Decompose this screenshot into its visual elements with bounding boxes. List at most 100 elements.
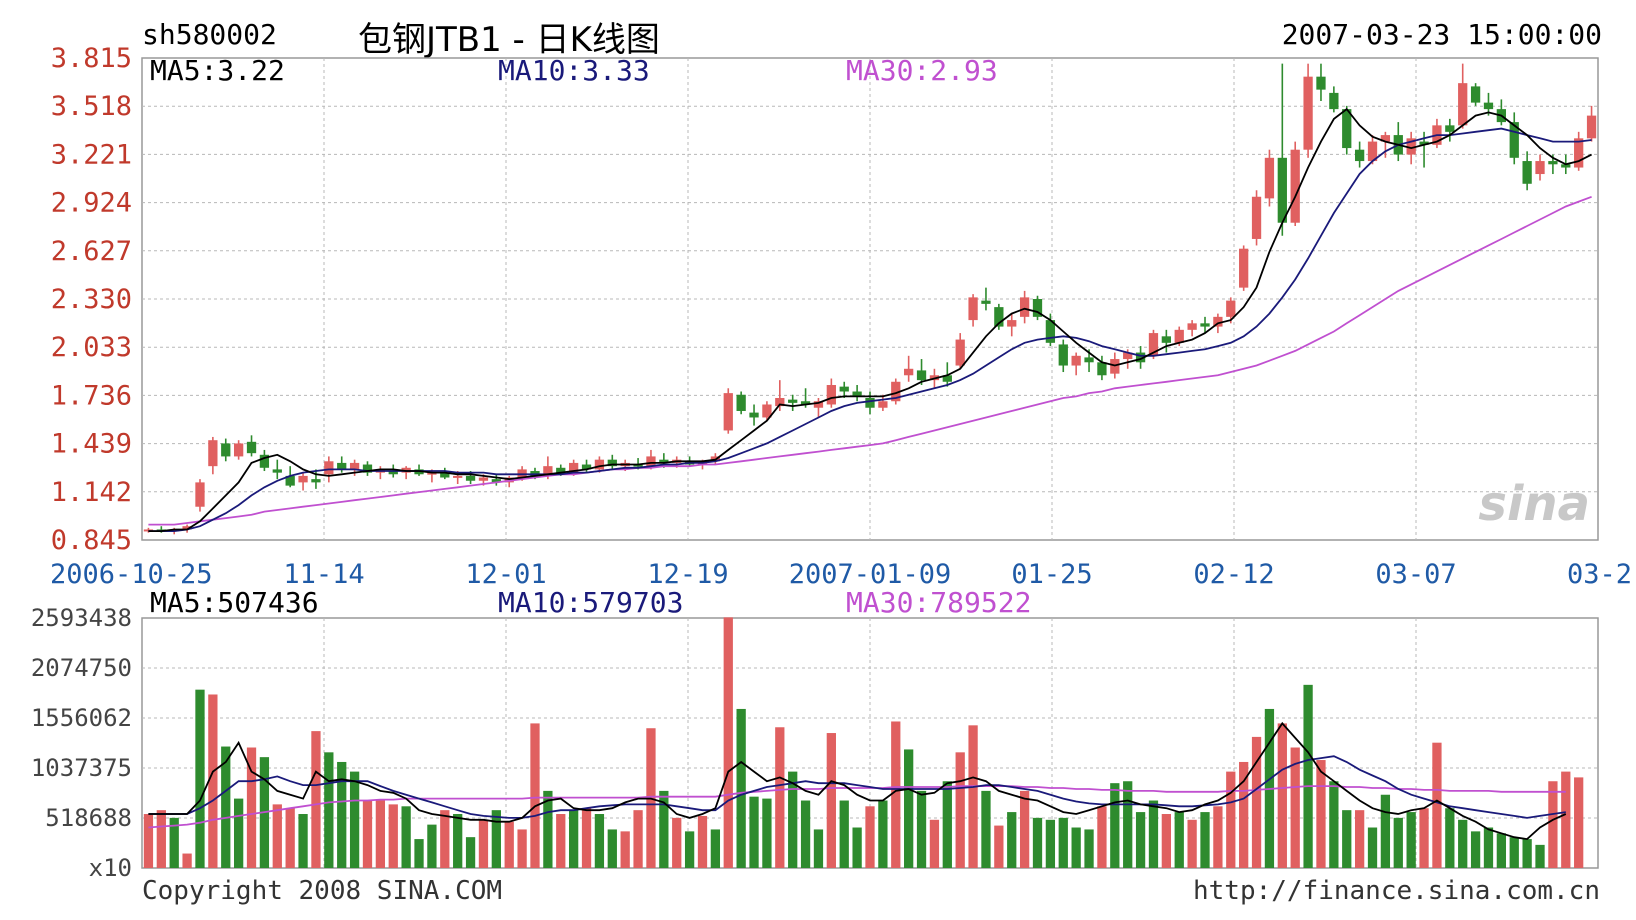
volume-bar xyxy=(569,810,579,868)
candle-body xyxy=(1574,138,1584,168)
volume-bar xyxy=(401,806,411,868)
volume-bar xyxy=(1239,761,1249,868)
volume-bar xyxy=(1084,829,1094,868)
volume-bar xyxy=(955,752,965,868)
volume-bar xyxy=(852,827,862,868)
candle-body xyxy=(246,441,257,454)
volume-bar xyxy=(994,825,1004,868)
candle-body xyxy=(556,467,566,475)
date-tick-label: 2006-10-25 xyxy=(50,559,213,590)
volume-bar xyxy=(1019,790,1030,868)
candle-body xyxy=(543,466,553,475)
volume-bar xyxy=(427,824,437,868)
volume-bar xyxy=(1187,819,1197,868)
volume-bar xyxy=(362,800,373,868)
volume-bar xyxy=(1110,783,1120,868)
volume-bar xyxy=(440,810,450,868)
candle-body xyxy=(1277,157,1287,223)
candle-body xyxy=(440,472,450,478)
volume-bar xyxy=(504,821,514,868)
candle-body xyxy=(195,482,205,507)
candle-body xyxy=(1548,161,1558,165)
volume-bar xyxy=(453,814,463,868)
candle-body xyxy=(852,391,862,397)
volume-bar xyxy=(1045,819,1056,868)
volume-ma-label: MA10:579703 xyxy=(498,586,683,619)
sina-watermark: sina xyxy=(1478,476,1590,532)
volume-bar xyxy=(1097,806,1107,868)
candle-body xyxy=(891,381,901,402)
volume-bar xyxy=(620,831,630,868)
volume-bar xyxy=(298,814,308,868)
candle-body xyxy=(1329,92,1339,110)
price-tick-label: 3.518 xyxy=(51,91,132,122)
candle-body xyxy=(1483,102,1494,110)
candle-body xyxy=(1058,344,1068,366)
candle-body xyxy=(349,462,360,470)
candle-body xyxy=(1303,76,1313,150)
candle-body xyxy=(955,339,965,366)
volume-bar xyxy=(1354,810,1365,868)
volume-bar xyxy=(1458,819,1468,868)
volume-bar xyxy=(1574,777,1584,868)
candle-body xyxy=(633,464,643,467)
volume-bar xyxy=(375,800,386,868)
candle-body xyxy=(1071,355,1081,366)
volume-bar xyxy=(1071,827,1081,868)
candle-body xyxy=(337,462,347,470)
volume-bar xyxy=(788,771,798,868)
volume-bar xyxy=(1303,684,1313,868)
candle-body xyxy=(1239,248,1249,288)
candle-body xyxy=(1226,300,1236,317)
candle-body xyxy=(878,401,888,408)
volume-bar xyxy=(1123,781,1133,868)
candle-body xyxy=(1161,336,1171,343)
candle-body xyxy=(298,475,308,483)
candle-body xyxy=(182,526,192,530)
price-tick-label: 1.439 xyxy=(51,429,132,460)
date-tick-label: 03-2 xyxy=(1567,559,1632,590)
volume-bar xyxy=(659,790,669,868)
candle-body xyxy=(1084,357,1094,363)
volume-bar xyxy=(1342,810,1352,868)
volume-ma30-line xyxy=(148,785,1566,829)
candle-body xyxy=(1445,125,1455,132)
volume-bar xyxy=(1007,812,1017,868)
candle-body xyxy=(800,401,811,405)
volume-bar xyxy=(1135,812,1146,868)
candle-body xyxy=(736,394,746,411)
volume-bar xyxy=(775,727,785,868)
volume-tick-label: 518688 xyxy=(45,804,132,832)
candle-body xyxy=(1316,76,1326,90)
volume-bar xyxy=(839,800,849,868)
volume-bar xyxy=(736,708,746,868)
price-ma5-line xyxy=(148,107,1593,532)
candle-body xyxy=(221,443,231,457)
volume-bar xyxy=(311,731,321,868)
volume-bar xyxy=(1367,827,1378,868)
volume-tick-label: 2593438 xyxy=(31,604,132,632)
volume-bar xyxy=(710,829,721,868)
volume-bar xyxy=(929,819,940,868)
quote-datetime: 2007-03-23 15:00:00 xyxy=(1281,18,1602,51)
volume-bar xyxy=(1251,736,1262,868)
volume-bar xyxy=(324,752,334,868)
date-tick-label: 03-07 xyxy=(1375,559,1456,590)
candle-body xyxy=(208,440,218,467)
price-ma-label: MA30:2.93 xyxy=(846,54,998,87)
volume-bar xyxy=(272,804,282,868)
candle-body xyxy=(865,397,875,408)
chart-title: 包钢JTB1 - 日K线图 xyxy=(358,20,660,60)
volume-bar xyxy=(1509,837,1519,868)
volume-bar xyxy=(337,761,347,868)
date-tick-label: 12-01 xyxy=(465,559,546,590)
candle-body xyxy=(916,370,927,381)
volume-bar xyxy=(633,810,643,868)
volume-bar xyxy=(942,781,952,868)
volume-tick-label: 2074750 xyxy=(31,654,132,682)
volume-bar xyxy=(904,749,914,868)
volume-bar xyxy=(1316,760,1326,868)
volume-bar xyxy=(1496,833,1507,868)
candle-body xyxy=(324,461,334,475)
